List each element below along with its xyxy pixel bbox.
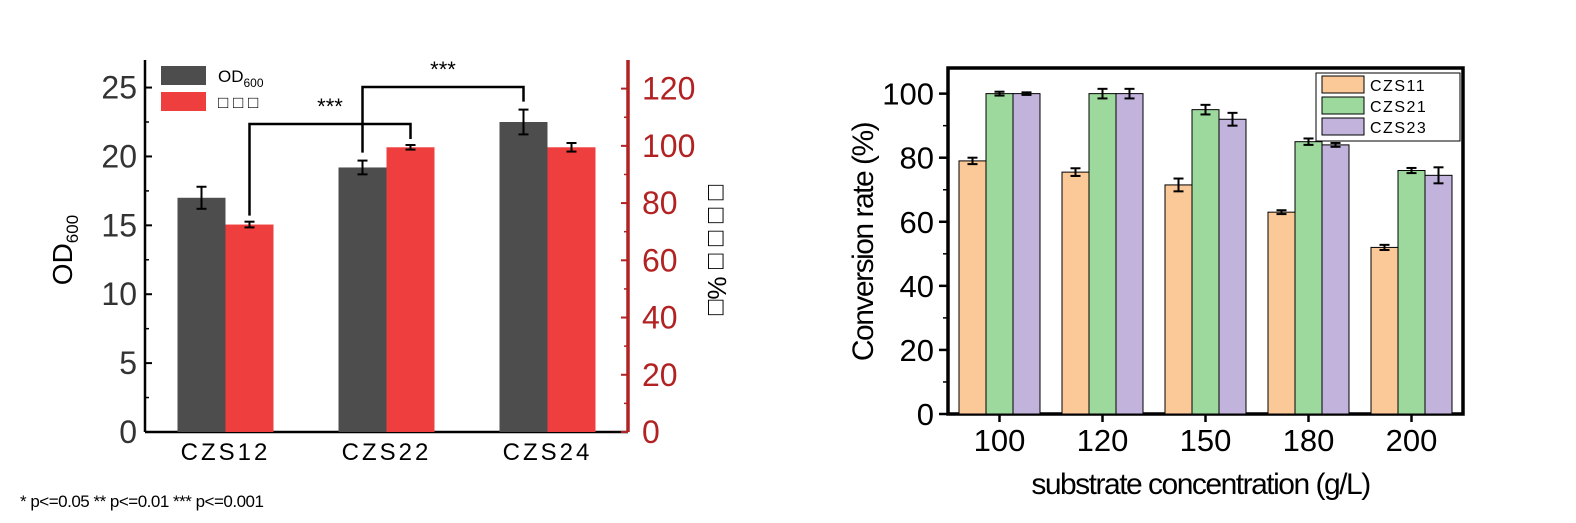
- bar-czs21: [1088, 93, 1117, 415]
- left-y-tick-label: 15: [101, 207, 137, 243]
- x-tick-label: 200: [1386, 423, 1438, 458]
- x-tick-label: 120: [1077, 423, 1129, 458]
- bar-czs11: [958, 160, 987, 415]
- x-tick-label: 150: [1180, 423, 1232, 458]
- chart-right: 0 20 40 60 80 100 100 120 150 180 200 substrate con…: [847, 66, 1465, 501]
- significance-label: ***: [317, 94, 343, 119]
- bar-czs23: [1012, 93, 1041, 415]
- significance-label: ***: [430, 57, 456, 82]
- legend-swatch: [161, 92, 206, 111]
- bar-czs23: [1218, 118, 1247, 415]
- y-tick-label: 40: [900, 269, 934, 304]
- legend-label: CZS11: [1370, 78, 1426, 95]
- y-tick-label: 0: [917, 397, 934, 432]
- significance-bracket: [248, 122, 412, 216]
- legend-swatch: [1321, 96, 1365, 115]
- right-y-tick-label: 80: [642, 185, 678, 221]
- legend-label: □ □ □: [218, 93, 258, 112]
- right-y-tick-label: 0: [642, 414, 660, 450]
- left-y-tick-label: 20: [101, 138, 137, 174]
- chart-left: 0 5 10 15 20 25 0 20 40 60 80 100 120 OD600 □ □ □ □ %□…: [47, 57, 732, 466]
- bar-czs23: [1321, 144, 1350, 415]
- y-tick-label: 100: [882, 77, 934, 112]
- right-y-tick-label: 120: [642, 71, 695, 107]
- bar-czs23: [1424, 174, 1453, 415]
- right-y-axis-title: □ □ □ □ %□: [702, 185, 732, 316]
- left-y-tick-label: 10: [101, 276, 137, 312]
- left-y-tick-label: 25: [101, 70, 137, 106]
- left-y-axis-title-subscript: 600: [63, 215, 82, 243]
- y-axis-title: Conversion rate (%): [847, 122, 880, 361]
- legend-label: OD600: [218, 67, 264, 90]
- x-tick-label: CZS12: [181, 439, 271, 466]
- left-y-axis-title: OD600: [47, 215, 82, 285]
- y-tick-label: 60: [900, 205, 934, 240]
- bar-series-2: [547, 147, 596, 432]
- bar-czs11: [1370, 246, 1399, 415]
- bar-czs21: [1397, 170, 1426, 415]
- x-tick-label: CZS24: [503, 439, 593, 466]
- right-y-tick-label: 60: [642, 242, 678, 278]
- bar-series-2: [225, 224, 274, 432]
- legend-swatch: [1321, 75, 1365, 94]
- left-y-tick-label: 0: [119, 414, 137, 450]
- right-y-tick-label: 40: [642, 300, 678, 336]
- bar-czs11: [1061, 171, 1090, 415]
- right-y-tick-label: 20: [642, 357, 678, 393]
- bar-czs21: [1294, 141, 1323, 415]
- bar-od600: [499, 122, 548, 432]
- bar-czs23: [1115, 93, 1144, 415]
- bar-series-2: [386, 147, 435, 432]
- bar-czs11: [1164, 184, 1193, 415]
- y-tick-label: 80: [900, 141, 934, 176]
- bar-od600: [338, 167, 387, 432]
- right-y-tick-label: 100: [642, 128, 695, 164]
- significance-footnote: * p<=0.05 ** p<=0.01 *** p<=0.001: [20, 492, 264, 511]
- left-y-tick-label: 5: [119, 345, 137, 381]
- x-tick-label: CZS22: [342, 439, 432, 466]
- bar-czs21: [985, 93, 1014, 415]
- bar-czs21: [1191, 109, 1220, 415]
- legend-label: CZS23: [1370, 120, 1427, 137]
- significance-bracket: [361, 85, 525, 153]
- legend-swatch: [1321, 117, 1365, 136]
- x-axis-title: substrate concentration (g/L): [1031, 468, 1370, 501]
- legend-label: CZS21: [1370, 99, 1427, 116]
- legend-swatch: [161, 66, 206, 85]
- x-tick-label: 100: [974, 423, 1026, 458]
- bar-od600: [177, 197, 226, 432]
- y-tick-label: 20: [900, 333, 934, 368]
- bar-czs11: [1267, 211, 1296, 415]
- x-tick-label: 180: [1283, 423, 1335, 458]
- legend-label-subscript: 600: [244, 76, 264, 90]
